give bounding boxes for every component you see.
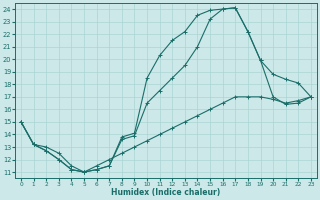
X-axis label: Humidex (Indice chaleur): Humidex (Indice chaleur) — [111, 188, 220, 197]
